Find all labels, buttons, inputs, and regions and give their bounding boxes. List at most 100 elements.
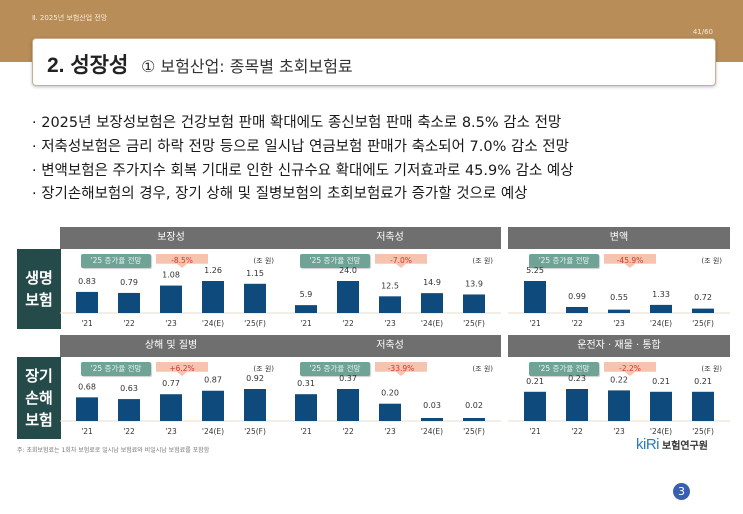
growth-label-badge: '25 증가율 전망: [81, 362, 151, 376]
bar: [421, 418, 443, 421]
chart-body: '25 증가율 전망 -33.9% (조 원) 0.31'21 0.37'22 0.20 '…: [279, 357, 501, 445]
category-label: '21: [300, 319, 312, 328]
value-label: 0.99: [568, 292, 586, 301]
category-label: '21: [81, 319, 93, 328]
category-label: '22: [123, 319, 135, 328]
page-number: 41/60: [692, 28, 713, 36]
category-label: '21: [529, 319, 541, 328]
bar: [295, 394, 317, 421]
page-subtitle: ① 보험산업: 종목별 초회보험료: [141, 57, 353, 76]
category-label: '23: [165, 427, 177, 436]
chart-title: 보장성: [60, 227, 282, 249]
category-label: '22: [342, 427, 354, 436]
value-label: 1.33: [652, 290, 670, 299]
chart-title: 상해 및 질병: [60, 335, 282, 357]
bar: [337, 281, 359, 313]
category-label: '25(F): [463, 319, 485, 328]
value-label: 5.9: [300, 290, 313, 299]
category-label: '21: [529, 427, 541, 436]
unit-label: (조 원): [701, 257, 722, 265]
value-label: 0.77: [162, 379, 180, 388]
row-label-line: 보험: [25, 411, 53, 429]
kiri-logo: kiRi 보험연구원: [636, 436, 708, 453]
growth-label-badge: '25 증가율 전망: [300, 362, 370, 376]
bar: [160, 394, 182, 421]
bar: [337, 389, 359, 421]
value-label: 12.5: [381, 281, 399, 290]
value-label: 1.08: [162, 271, 180, 280]
bar: [608, 309, 630, 313]
bar: [566, 306, 588, 313]
category-label: '21: [300, 427, 312, 436]
chart-panel: 상해 및 질병 '25 증가율 전망 +6.2% (조 원) 0.68'21 0.63'2…: [60, 335, 282, 445]
category-label: '24(E): [421, 427, 443, 436]
bar: [118, 399, 140, 421]
bar: [608, 390, 630, 421]
chart-title: 저축성: [279, 227, 501, 249]
growth-label-badge: '25 증가율 전망: [300, 254, 370, 268]
chart-panel: 운전자 · 재물 · 통합 '25 증가율 전망 -2.2% (조 원) 0.21'21…: [508, 335, 730, 445]
category-label: '25(F): [463, 427, 485, 436]
value-label: 1.15: [246, 269, 264, 278]
value-label: 0.83: [78, 277, 96, 286]
value-label: 0.63: [120, 384, 138, 393]
value-label: 14.9: [423, 278, 441, 287]
bar: [524, 281, 546, 313]
value-label: 0.23: [568, 374, 586, 383]
value-label: 0.37: [339, 374, 357, 383]
bullet-list: · 2025년 보장성보험은 건강보험 판매 확대에도 종신보험 판매 축소로 …: [32, 112, 574, 207]
value-label: 0.68: [78, 382, 96, 391]
category-label: '25(F): [244, 319, 266, 328]
bar-chart: 0.83 '21 0.79 '22 1.08 '23 1.26 '24(E) 1.15 '25(F…: [60, 266, 282, 328]
chart-panel: 저축성 '25 증가율 전망 -33.9% (조 원) 0.31'21 0.37'22 0.…: [279, 335, 501, 445]
category-label: '25(F): [692, 427, 714, 436]
row-label-nonlife: 장기 손해 보험: [17, 357, 61, 439]
bar: [692, 308, 714, 313]
chart-panel: 보장성 '25 증가율 전망 -8.5% (조 원) 0.83'21 0.79'22 1.0…: [60, 227, 282, 337]
row-label-line: 생명: [25, 269, 53, 287]
category-label: '22: [571, 319, 583, 328]
row-label-line: 보험: [25, 291, 53, 309]
value-label: 0.03: [423, 401, 441, 410]
chart-title: 저축성: [279, 335, 501, 357]
bar: [692, 391, 714, 421]
logo-text: 보험연구원: [662, 441, 708, 452]
growth-label-badge: '25 증가율 전망: [529, 254, 599, 268]
value-label: 0.22: [610, 375, 628, 384]
chart-title: 변액: [508, 227, 730, 249]
bar: [76, 397, 98, 421]
value-label: 0.20: [381, 389, 399, 398]
bar: [118, 292, 140, 313]
value-label: 0.02: [465, 401, 483, 410]
category-label: '23: [384, 427, 396, 436]
category-label: '24(E): [202, 319, 224, 328]
value-label: 1.26: [204, 266, 222, 275]
bullet-item: · 저축성보험은 금리 하락 전망 등으로 일시납 연금보험 판매가 축소되어 …: [32, 138, 569, 155]
bar: [650, 391, 672, 421]
growth-label-badge: '25 증가율 전망: [81, 254, 151, 268]
category-label: '23: [613, 319, 625, 328]
bar-chart: 0.68 '21 0.63 '22 0.77 '23 0.87 '24(E) 0.92 '25(F…: [60, 374, 282, 436]
chart-title: 운전자 · 재물 · 통합: [508, 335, 730, 357]
category-label: '23: [165, 319, 177, 328]
value-label: 0.55: [610, 293, 628, 302]
category-label: '24(E): [650, 427, 672, 436]
unit-label: (조 원): [701, 365, 722, 373]
row-label-life: 생명 보험: [17, 249, 61, 329]
value-label: 0.92: [246, 374, 264, 383]
value-label: 0.21: [652, 377, 670, 386]
value-label: 0.79: [120, 278, 138, 287]
bar: [160, 285, 182, 313]
bullet-item: · 변액보험은 주가지수 회복 기대로 인한 신규수요 확대에도 기저효과로 4…: [32, 162, 574, 179]
category-label: '24(E): [421, 319, 443, 328]
category-label: '24(E): [650, 319, 672, 328]
bar: [463, 294, 485, 313]
bar-chart: 5.25 '21 0.99 '22 0.55 '23 1.33 '24(E) 0.72 '25(F…: [508, 266, 730, 328]
chart-body: '25 증가율 전망 -45.9% (조 원) 5.25'21 0.99'22 0.55 '…: [508, 249, 730, 337]
bar: [379, 296, 401, 313]
value-label: 0.87: [204, 376, 222, 385]
value-label: 5.25: [526, 266, 544, 275]
unit-label: (조 원): [472, 257, 493, 265]
category-label: '22: [571, 427, 583, 436]
bar: [202, 390, 224, 421]
